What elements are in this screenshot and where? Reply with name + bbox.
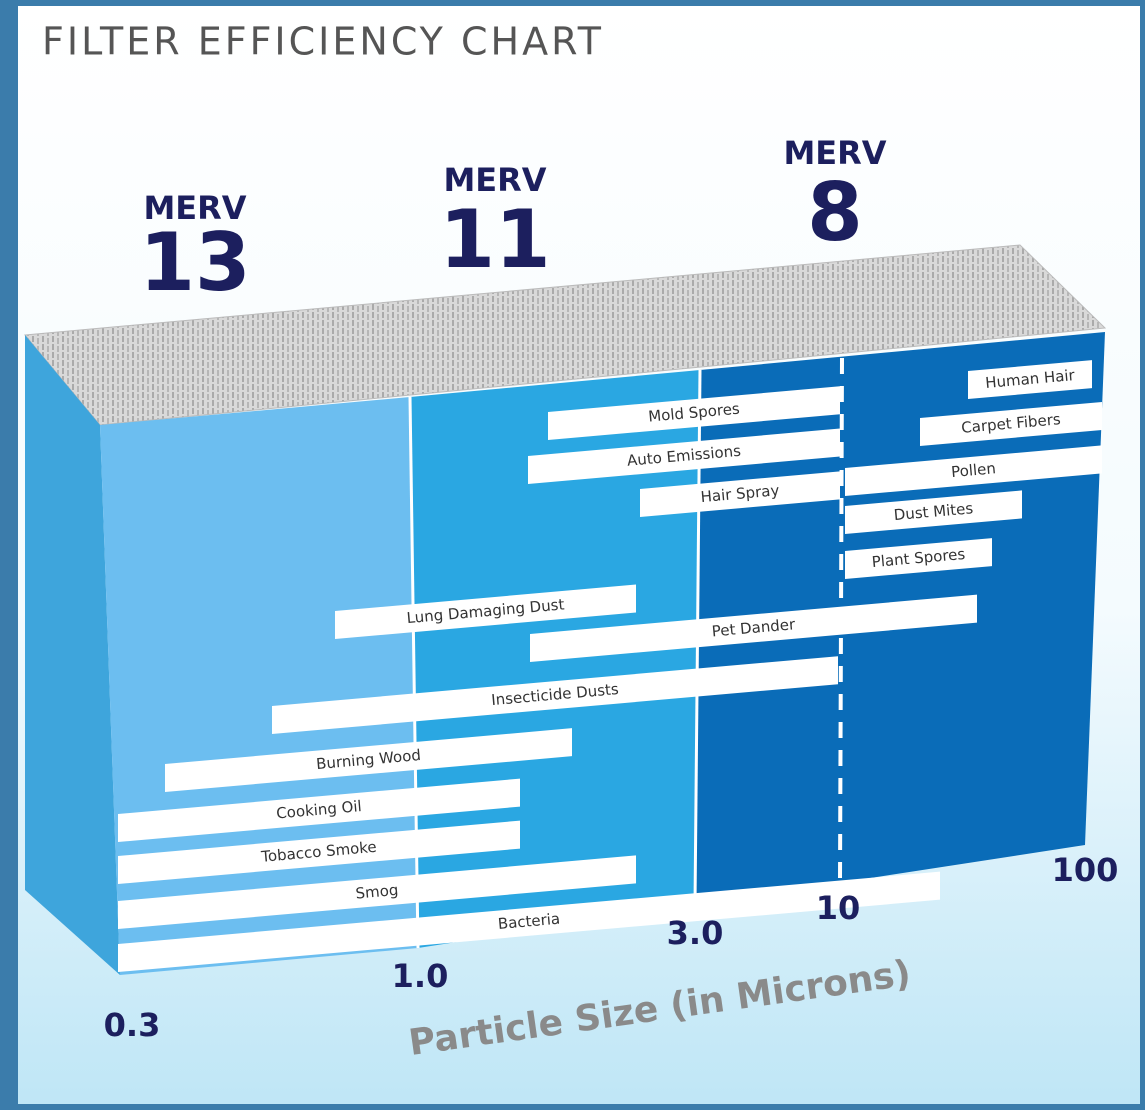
axis-tick-label: 1.0 [392, 957, 449, 995]
filter-side [25, 335, 120, 975]
particle-label: Smog [355, 881, 399, 903]
axis-tick-label: 3.0 [667, 914, 724, 952]
particle-bar [845, 490, 1022, 534]
axis-tick-label: 10 [816, 889, 861, 927]
title: FILTER EFFICIENCY CHART [42, 20, 604, 64]
particle-bar [640, 471, 840, 517]
axis-tick-label: 0.3 [104, 1006, 161, 1044]
merv-label: MERV [143, 189, 246, 227]
particle-bar [528, 428, 840, 484]
merv-number: 13 [139, 216, 250, 309]
particle-bar [968, 360, 1092, 399]
particle-bar [165, 728, 572, 792]
particle-bar [548, 386, 840, 440]
particle-bar [118, 871, 940, 972]
merv-number: 11 [439, 193, 550, 286]
particle-bar [118, 820, 520, 884]
merv-label: MERV [443, 161, 546, 199]
merv-number: 8 [807, 166, 863, 259]
particle-bar [845, 538, 992, 579]
particle-bar [845, 445, 1102, 496]
particle-bar [920, 401, 1102, 446]
particle-label: Pollen [950, 459, 996, 481]
particle-bar [335, 584, 636, 639]
particle-bar [272, 656, 838, 734]
particle-label: Bacteria [497, 910, 561, 933]
particle-bar [530, 594, 977, 662]
particle-bar [118, 778, 520, 842]
merv-label: MERV [783, 134, 886, 172]
axis-tick-label: 100 [1052, 851, 1119, 889]
particle-bar [118, 855, 636, 929]
